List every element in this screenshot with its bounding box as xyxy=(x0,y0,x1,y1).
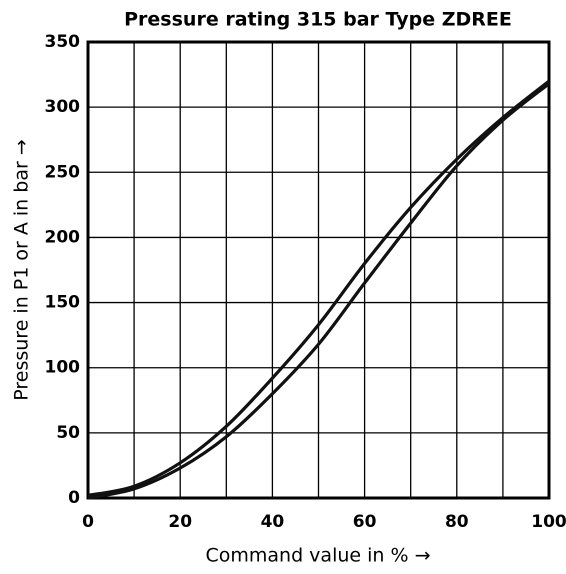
line-series xyxy=(87,82,550,500)
plot-frame xyxy=(86,40,551,500)
x-tick-label: 40 xyxy=(261,512,285,532)
y-tick-label: 250 xyxy=(45,162,81,182)
x-tick-label: 60 xyxy=(353,512,377,532)
y-tick-label: 200 xyxy=(45,227,81,247)
y-axis-label: Pressure in P1 or A in bar → xyxy=(11,139,33,400)
y-tick-label: 150 xyxy=(45,293,81,313)
y-tick-label: 100 xyxy=(45,358,81,378)
x-axis-label: Command value in % → xyxy=(205,545,430,567)
x-tick-label: 100 xyxy=(531,512,566,532)
chart-title: Pressure rating 315 bar Type ZDREE xyxy=(124,9,512,31)
y-tick-label: 350 xyxy=(45,32,81,52)
y-tick-label: 50 xyxy=(56,423,80,443)
x-tick-label: 80 xyxy=(445,512,469,532)
y-tick-label: 0 xyxy=(68,488,80,508)
x-tick-label: 0 xyxy=(82,512,94,532)
y-tick-label: 300 xyxy=(45,97,81,117)
x-tick-label: 20 xyxy=(168,512,192,532)
line-series xyxy=(87,79,550,497)
